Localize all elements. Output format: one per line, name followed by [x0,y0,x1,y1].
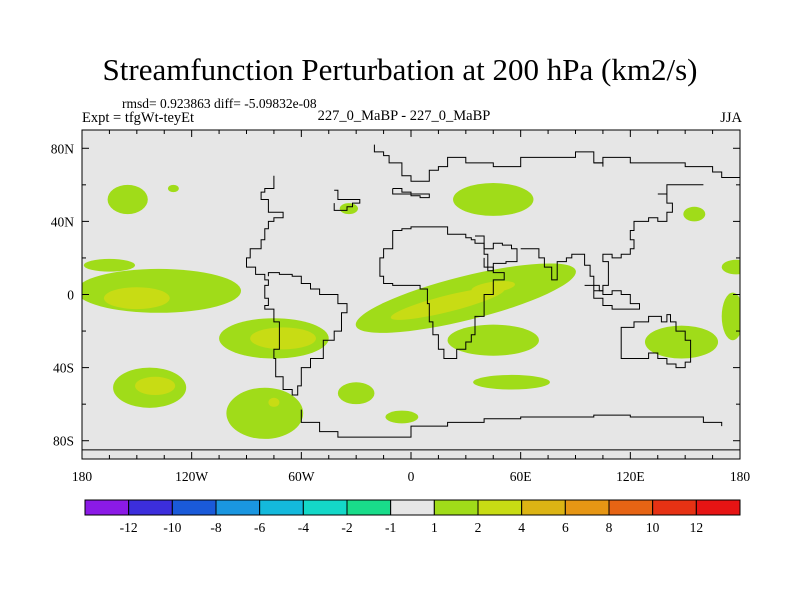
colorbar-label: -4 [298,520,309,535]
colorbar-swatch [608,499,654,516]
anomaly-blob [644,325,719,359]
coastline [392,188,430,199]
colorbar-label: -2 [341,520,352,535]
coastline [300,409,723,438]
anomaly-blob [447,324,539,356]
coastline [593,156,740,178]
coastline-layer [82,144,740,451]
colorbar-label: 10 [646,520,660,535]
colorbar-label: -1 [385,520,396,535]
anomaly-blob [683,206,706,222]
x-tick-label: 60E [510,469,532,484]
colorbar-swatch [346,499,392,516]
y-tick-label: 0 [67,288,74,303]
anomaly-blob [107,184,148,215]
anomaly-blob [83,258,136,272]
anomaly-blob [250,327,316,350]
colorbar: -12 -10 -8 -6 -4 -2 -1 1 2 4 6 8 10 12 [84,499,741,535]
colorbar-label: 4 [518,520,525,535]
chart-title: Streamfunction Perturbation at 200 hPa (… [102,52,698,87]
colorbar-swatch [433,499,479,516]
anomaly-blob [135,376,176,396]
x-tick-label: 120W [175,469,208,484]
colorbar-label: 12 [690,520,704,535]
stats-line: rmsd= 0.923863 diff= -5.09832e-08 [122,96,317,111]
season-label: JJA [720,110,742,126]
colorbar-label: 1 [431,520,438,535]
x-tick-label: 120E [616,469,645,484]
anomaly-blob [721,259,740,275]
anomaly-blob [385,410,419,424]
anomaly-blob [226,387,304,439]
colorbar-swatch [564,499,610,516]
colorbar-swatch [695,499,741,516]
colorbar-swatch [259,499,304,516]
anomaly-blob [390,287,505,320]
colorbar-label: -12 [120,520,138,535]
anomaly-blob [453,183,534,216]
y-tick-label: 80N [51,141,75,156]
colorbar-label: 8 [606,520,613,535]
colorbar-swatch [171,499,217,516]
colorbar-swatch [477,499,523,516]
anomaly-blob [167,184,179,193]
colorbar-swatch [390,499,435,516]
colorbar-swatch [215,499,261,516]
colorbar-swatch [302,499,348,516]
coastline [333,189,361,211]
coastline [584,284,640,310]
colorbar-label: -8 [210,520,221,535]
colorbar-swatch [84,499,130,516]
x-tick-label: 60W [288,469,315,484]
x-tick-label: 180 [72,469,93,484]
anomaly-blob [268,397,280,407]
coastline [520,184,704,292]
anomaly-layer [82,183,740,439]
colorbar-swatch [128,499,173,516]
coastline [246,175,348,396]
y-tick-label: 40N [51,214,75,229]
anomaly-blob [103,287,170,310]
anomaly-blob [337,382,375,405]
colorbar-swatch [652,499,697,516]
coastline [379,226,505,359]
colorbar-label: -6 [254,520,265,535]
colorbar-label: -10 [163,520,181,535]
colorbar-label: 6 [562,520,569,535]
coastline [620,314,692,369]
colorbar-label: 2 [475,520,482,535]
anomaly-blob [721,292,740,341]
y-tick-label: 80S [53,434,74,449]
tick-layer: 180 120W 60W 0 60E 120E 180 80N 40N 0 40S 80S [51,130,751,484]
anomaly-blob [339,203,358,215]
y-tick-label: 40S [53,361,74,376]
coastline [475,235,518,272]
anomaly-blob [473,374,550,390]
coastline [373,144,604,182]
x-tick-label: 0 [408,469,415,484]
experiment-label: Expt = tfgWt-teyEt [82,110,195,126]
x-tick-label: 180 [730,469,751,484]
case-label: 227_0_MaBP - 227_0_MaBP [317,108,491,124]
colorbar-swatch [521,499,566,516]
